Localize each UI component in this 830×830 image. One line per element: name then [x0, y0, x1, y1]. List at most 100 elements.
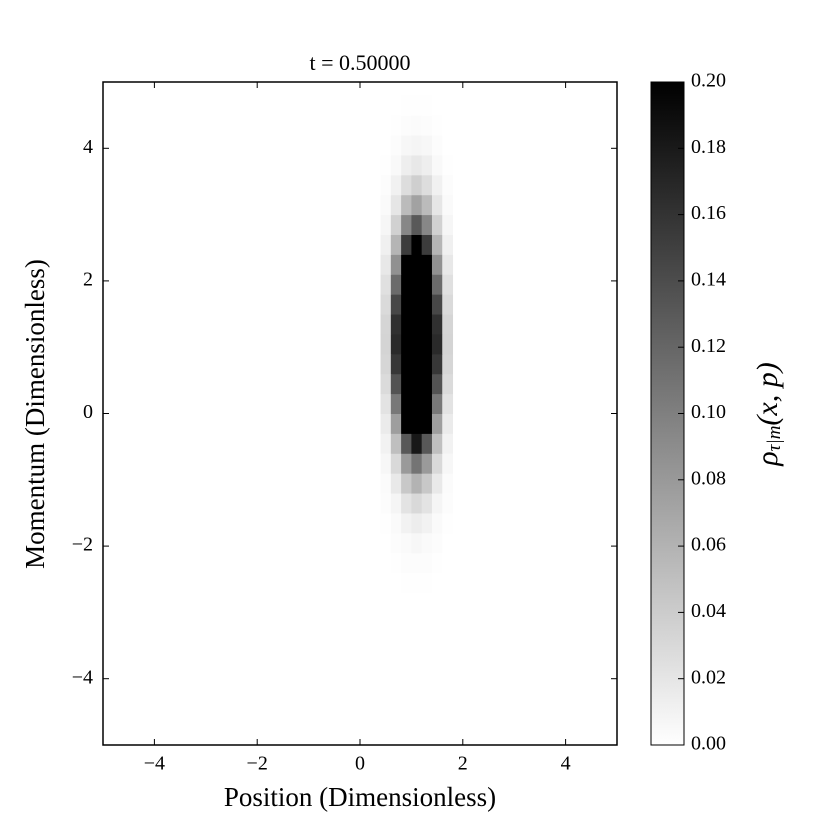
- heatmap-cell: [380, 433, 392, 454]
- heatmap-cell: [411, 552, 423, 574]
- heatmap-cell: [411, 314, 423, 335]
- heatmap-cell: [431, 413, 443, 434]
- heatmap-cell: [411, 572, 423, 594]
- y-tick-label: 2: [83, 268, 93, 290]
- y-tick-label: 4: [83, 136, 93, 158]
- heatmap-cell: [380, 353, 392, 375]
- heatmap-cell: [431, 274, 443, 295]
- heatmap-cell: [411, 393, 423, 414]
- heatmap-cell: [431, 333, 443, 355]
- heatmap-cell: [431, 135, 443, 156]
- heatmap-cell: [390, 473, 402, 494]
- heatmap-cell: [442, 294, 454, 315]
- heatmap-cell: [411, 135, 423, 156]
- heatmap-cell: [411, 115, 423, 136]
- heatmap-cell: [401, 493, 412, 514]
- heatmap-cell: [421, 194, 433, 216]
- heatmap-cell: [380, 413, 392, 434]
- heatmap-cell: [442, 194, 454, 216]
- heatmap-cell: [401, 294, 412, 315]
- heatmap-cell: [380, 115, 392, 136]
- chart-title: t = 0.50000: [309, 50, 410, 75]
- heatmap-cell: [390, 373, 402, 395]
- colorbar-tick-label: 0.20: [691, 70, 726, 92]
- heatmap-cell: [421, 115, 433, 136]
- heatmap-cell: [401, 413, 412, 434]
- heatmap-cell: [390, 274, 402, 295]
- heatmap-cell: [411, 532, 423, 554]
- heatmap-cell: [421, 95, 433, 116]
- heatmap-cell: [380, 473, 392, 494]
- heatmap-cell: [431, 493, 443, 514]
- heatmap-cell: [421, 532, 433, 554]
- heatmap-cell: [380, 512, 392, 534]
- heatmap-cell: [431, 234, 443, 255]
- heatmap-cell: [401, 473, 412, 494]
- heatmap-cell: [431, 433, 443, 454]
- heatmap-cell: [401, 314, 412, 335]
- heatmap-cell: [390, 174, 402, 196]
- heatmap-cell: [380, 333, 392, 355]
- heatmap-cell: [442, 512, 454, 534]
- colorbar-label-base: ρ: [751, 451, 784, 466]
- heatmap-cell: [390, 314, 402, 335]
- x-tick-label: −4: [144, 753, 165, 775]
- heatmap-cell: [380, 373, 392, 395]
- heatmap-cell: [442, 314, 454, 335]
- heatmap-cell: [431, 194, 443, 216]
- heatmap-cell: [380, 95, 392, 116]
- heatmap-cell: [380, 254, 392, 275]
- heatmap-cell: [431, 95, 443, 116]
- heatmap-cell: [442, 254, 454, 275]
- heatmap-cell: [390, 572, 402, 594]
- heatmap-cell: [442, 552, 454, 574]
- heatmap-cell: [421, 174, 433, 196]
- heatmap-cell: [411, 493, 423, 514]
- heatmap-cell: [421, 413, 433, 434]
- colorbar-tick-label: 0.14: [691, 268, 726, 290]
- heatmap-cell: [442, 393, 454, 414]
- heatmap-cell: [380, 572, 392, 594]
- heatmap-cell: [380, 274, 392, 295]
- colorbar-tick-label: 0.00: [691, 733, 726, 755]
- heatmap-cell: [431, 294, 443, 315]
- heatmap-cell: [421, 135, 433, 156]
- heatmap-cell: [390, 433, 402, 454]
- heatmap-cell: [442, 572, 454, 594]
- heatmap-cell: [421, 254, 433, 275]
- x-tick-label: 0: [355, 753, 365, 775]
- heatmap-cell: [442, 95, 454, 116]
- heatmap-cell: [390, 115, 402, 136]
- colorbar-tick-label: 0.18: [691, 136, 726, 158]
- colorbar-tick-label: 0.02: [691, 666, 726, 688]
- heatmap-cell: [411, 333, 423, 355]
- colorbar-label-rest: (x, p): [751, 362, 784, 425]
- heatmap-cell: [431, 115, 443, 136]
- heatmap-cell: [421, 493, 433, 514]
- heatmap-cell: [442, 473, 454, 494]
- heatmap-cell: [401, 254, 412, 275]
- heatmap-cell: [380, 552, 392, 574]
- heatmap-cell: [380, 214, 392, 235]
- heatmap-cell: [431, 154, 443, 176]
- x-tick-label: −2: [247, 753, 268, 775]
- y-tick-label: −2: [72, 534, 93, 556]
- heatmap-cell: [421, 333, 433, 355]
- y-axis-label: Momentum (Dimensionless): [20, 259, 50, 569]
- heatmap-cell: [411, 234, 423, 255]
- heatmap-cell: [401, 353, 412, 375]
- colorbar-tick-label: 0.08: [691, 467, 726, 489]
- heatmap-cell: [390, 333, 402, 355]
- heatmap-cell: [401, 274, 412, 295]
- colorbar-label: ρτ|m(x, p): [751, 362, 785, 466]
- heatmap-cell: [390, 254, 402, 275]
- heatmap-cell: [411, 274, 423, 295]
- heatmap-cell: [401, 393, 412, 414]
- heatmap-cell: [411, 373, 423, 395]
- heatmap-cell: [401, 95, 412, 116]
- heatmap-cell: [411, 174, 423, 196]
- colorbar-tick-label: 0.06: [691, 534, 726, 556]
- heatmap-cell: [401, 532, 412, 554]
- heatmap-cell: [421, 552, 433, 574]
